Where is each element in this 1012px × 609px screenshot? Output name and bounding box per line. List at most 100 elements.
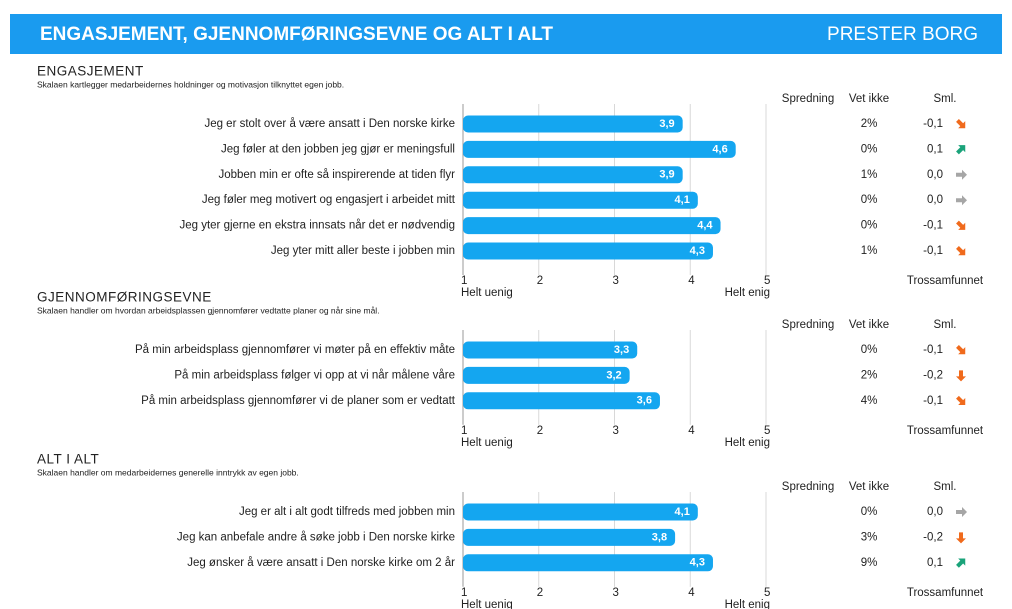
dont-know: 2% [861,118,878,130]
dont-know: 9% [861,557,878,569]
section-title: ALT I ALT [37,452,99,467]
trend-arrow [956,195,967,206]
header-unit: PRESTER BORG [827,24,978,45]
trend-arrow [956,395,966,406]
bar [463,503,698,521]
axis-label-high: Helt enig [725,599,770,609]
value-label: 3,9 [659,118,674,130]
x-tick-label: 2 [537,275,543,287]
column-header: Vet ikke [849,319,889,331]
x-tick-label: 4 [688,425,695,437]
column-header: Spredning [782,481,834,493]
trend-arrow [956,507,967,517]
trend-arrow [956,558,966,568]
value-label: 3,8 [652,531,667,543]
category-label: På min arbeidsplass gjennomfører vi de p… [141,395,456,407]
bar [463,341,638,359]
bar [463,217,721,235]
value-label: 4,3 [690,557,705,569]
category-label: På min arbeidsplass gjennomfører vi møte… [135,344,455,356]
dont-know: 1% [861,169,878,181]
value-label: 4,1 [675,506,690,518]
section-title: ENGASJEMENT [37,64,144,79]
column-header: Vet ikke [849,93,889,105]
value-label: 4,6 [712,143,727,155]
x-tick-label: 3 [613,425,619,437]
x-tick-label: 4 [688,587,695,599]
category-label: På min arbeidsplass følger vi opp at vi … [174,369,455,381]
trend-arrow [956,345,966,355]
axis-label-low: Helt uenig [461,287,513,299]
trend-arrow [956,145,966,155]
x-tick-label: 1 [461,275,467,287]
value-label: 4,3 [690,245,705,257]
trend-arrow [956,119,966,129]
comparison: -0,2 [923,531,943,543]
column-header: Vet ikke [849,481,889,493]
x-tick-label: 3 [613,275,619,287]
x-tick-label: 2 [537,587,543,599]
category-label: Jeg ønsker å være ansatt i Den norske ki… [187,557,455,569]
axis-label-high: Helt enig [725,287,770,299]
section-title: GJENNOMFØRINGSEVNE [37,290,212,305]
dont-know: 1% [861,245,878,257]
bar [463,366,630,384]
column-header: Sml. [934,93,957,105]
x-tick-label: 5 [764,425,770,437]
dont-know: 0% [861,143,878,155]
trend-arrow [956,370,966,382]
dont-know: 3% [861,531,878,543]
dont-know: 0% [861,344,878,356]
comparison-label: Trossamfunnet [907,275,984,287]
axis-label-low: Helt uenig [461,437,513,449]
bar [463,140,736,158]
column-header: Sml. [934,319,957,331]
value-label: 3,3 [614,344,629,356]
header-bar [10,14,1002,54]
bar [463,242,713,260]
category-label: Jeg er alt i alt godt tilfreds med jobbe… [239,506,455,518]
comparison: 0,0 [927,194,943,206]
category-label: Jobben min er ofte så inspirerende at ti… [218,169,455,181]
x-tick-label: 2 [537,425,543,437]
value-label: 3,9 [659,169,674,181]
trend-arrow [956,246,966,256]
column-header: Spredning [782,93,834,105]
column-header: Spredning [782,319,834,331]
bar [463,392,660,410]
bar [463,191,698,209]
comparison: -0,2 [923,369,943,381]
x-tick-label: 3 [613,587,619,599]
trend-arrow [956,169,967,180]
section-subtitle: Skalaen kartlegger medarbeidernes holdni… [37,79,344,89]
x-tick-label: 1 [461,587,467,599]
category-label: Jeg yter mitt aller beste i jobben min [271,245,455,257]
bar [463,528,676,546]
x-tick-label: 4 [688,275,695,287]
trend-arrow [956,532,966,544]
bar [463,166,683,184]
comparison-label: Trossamfunnet [907,425,984,437]
category-label: Jeg er stolt over å være ansatt i Den no… [204,118,455,130]
section-subtitle: Skalaen handler om hvordan arbeidsplasse… [37,305,380,315]
axis-label-low: Helt uenig [461,599,513,609]
comparison: -0,1 [923,245,943,257]
comparison: 0,1 [927,143,943,155]
dont-know: 0% [861,220,878,232]
x-tick-label: 1 [461,425,467,437]
value-label: 4,1 [675,194,690,206]
bar [463,554,713,572]
section-subtitle: Skalaen handler om medarbeidernes genere… [37,467,299,477]
comparison: -0,1 [923,118,943,130]
x-tick-label: 5 [764,275,770,287]
comparison: 0,0 [927,169,943,181]
value-label: 3,2 [606,369,621,381]
comparison: 0,0 [927,506,943,518]
category-label: Jeg føler at den jobben jeg gjør er meni… [221,143,455,155]
dont-know: 0% [861,506,878,518]
dont-know: 2% [861,369,878,381]
comparison: -0,1 [923,395,943,407]
dont-know: 4% [861,395,878,407]
column-header: Sml. [934,481,957,493]
